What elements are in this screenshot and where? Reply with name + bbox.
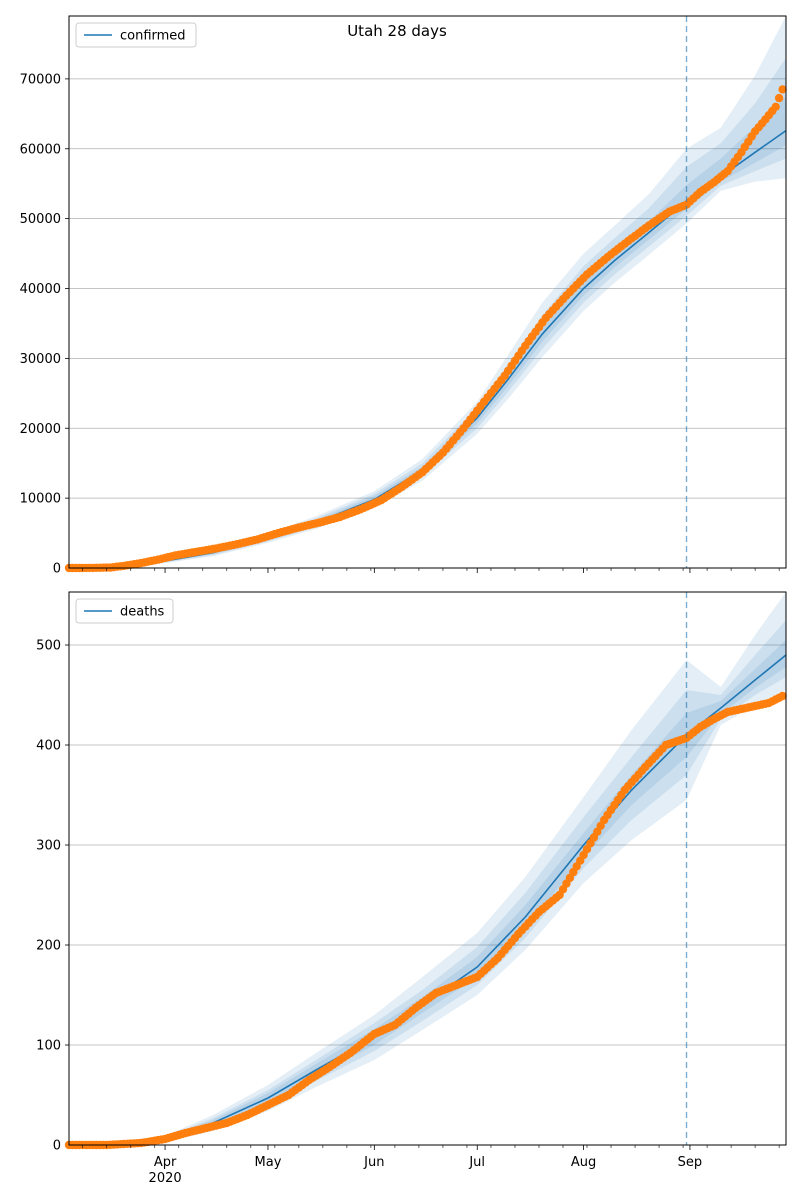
deaths-ytick-label: 200: [36, 939, 61, 954]
confirmed-ytick-label: 30000: [20, 352, 61, 367]
figure-title: Utah 28 days: [347, 22, 447, 40]
confirmed-ytick-label: 70000: [20, 72, 61, 87]
deaths-panel: 0 100 200 300 400 500 deaths: [36, 591, 787, 1154]
deaths-legend-box: [75, 598, 174, 624]
confirmed-panel: 0 10000 20000 30000 40000 50000 60000 70000 conf…: [20, 15, 787, 577]
confirmed-observed-point: [778, 85, 787, 94]
confirmed-ytick-label: 10000: [20, 492, 61, 507]
deaths-observed-point: [778, 691, 787, 701]
deaths-ytick-label: 100: [36, 1039, 61, 1054]
confirmed-axes-frame: [68, 15, 787, 569]
confirmed-ytick-label: 60000: [20, 142, 61, 157]
deaths-ytick-label: 500: [36, 639, 61, 654]
deaths-axes-frame: [68, 591, 787, 1146]
confirmed-legend-box: [75, 22, 197, 48]
xtick-label: Aug: [571, 1155, 596, 1170]
confirmed-uncertainty-band: [69, 16, 786, 568]
xtick-label: Sep: [678, 1155, 703, 1170]
xtick-label: May: [255, 1155, 282, 1170]
xtick-year-label: 2020: [149, 1171, 182, 1186]
confirmed-ytick-label: 50000: [20, 212, 61, 227]
xtick-label: Apr: [154, 1155, 177, 1170]
confirmed-observed-point: [771, 102, 780, 112]
confirmed-ytick-label: 40000: [20, 282, 61, 297]
confirmed-ytick-label: 0: [53, 562, 61, 577]
xtick-label: Jul: [468, 1155, 485, 1170]
confirmed-legend-label: confirmed: [120, 29, 186, 44]
deaths-legend-label: deaths: [120, 605, 165, 620]
deaths-ytick-label: 0: [53, 1139, 61, 1154]
xtick-label: Jun: [363, 1155, 384, 1170]
confirmed-observed-point: [774, 93, 784, 103]
deaths-ytick-label: 400: [36, 739, 61, 754]
deaths-ytick-label: 300: [36, 839, 61, 854]
confirmed-ytick-label: 20000: [20, 422, 61, 437]
